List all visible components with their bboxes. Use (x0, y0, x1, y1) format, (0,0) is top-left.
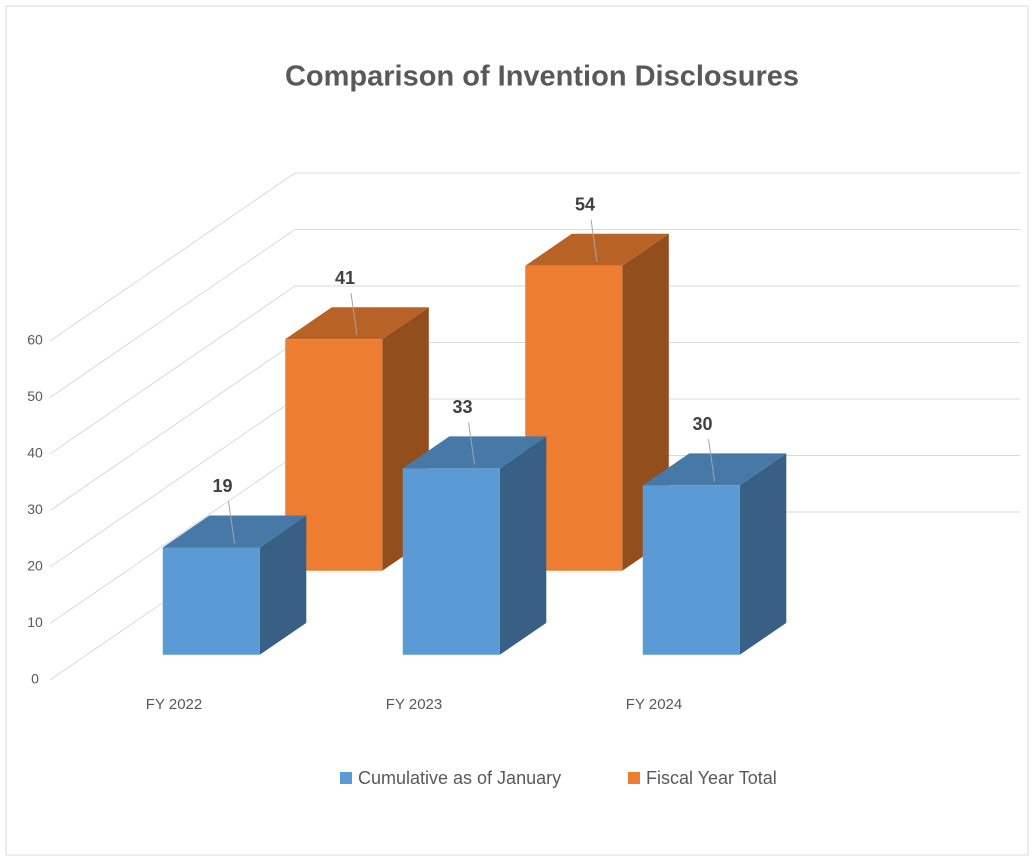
bar-front (642, 485, 740, 655)
y-tick-label: 50 (27, 388, 43, 404)
chart-border (5, 5, 1029, 856)
x-tick-label: FY 2022 (146, 696, 202, 713)
bar (642, 453, 787, 655)
bar-top (525, 233, 669, 266)
y-tick-label: 40 (27, 445, 43, 461)
chart-title: Comparison of Invention Disclosures (285, 61, 799, 93)
x-tick-label: FY 2023 (386, 696, 442, 713)
data-label: 30 (693, 414, 713, 434)
data-label: 41 (335, 268, 355, 288)
bar (402, 436, 547, 655)
grid-line (49, 172, 1020, 342)
y-tick-label: 60 (27, 332, 43, 348)
y-tick-label: 30 (27, 501, 43, 517)
bar (162, 515, 307, 655)
bar-side (739, 453, 787, 655)
grid-line (49, 285, 1020, 455)
leader-line (228, 501, 236, 544)
leader-line (468, 422, 476, 465)
data-label: 54 (575, 194, 595, 214)
bar-top (642, 453, 787, 486)
data-label: 33 (453, 397, 473, 417)
y-tick-label: 10 (27, 614, 43, 630)
bar-front (285, 339, 383, 571)
bar-top (285, 307, 429, 340)
bar-top (162, 515, 307, 548)
bar-top (402, 436, 547, 469)
bar-side (259, 515, 307, 655)
y-tick-label: 20 (27, 558, 43, 574)
bar-front (162, 547, 260, 655)
y-tick-label: 0 (31, 671, 39, 687)
bar-front (402, 468, 500, 655)
legend-swatch (628, 772, 640, 784)
leader-line (350, 293, 358, 336)
leader-line (590, 219, 598, 262)
x-tick-label: FY 2024 (626, 696, 682, 713)
grid-line (49, 229, 1020, 398)
bar-front (525, 265, 623, 571)
legend-label: Cumulative as of January (358, 768, 561, 788)
leader-line (708, 439, 716, 482)
data-label: 19 (213, 476, 233, 496)
bar-side (499, 436, 547, 655)
legend-swatch (340, 772, 352, 784)
legend-label: Fiscal Year Total (646, 768, 777, 788)
